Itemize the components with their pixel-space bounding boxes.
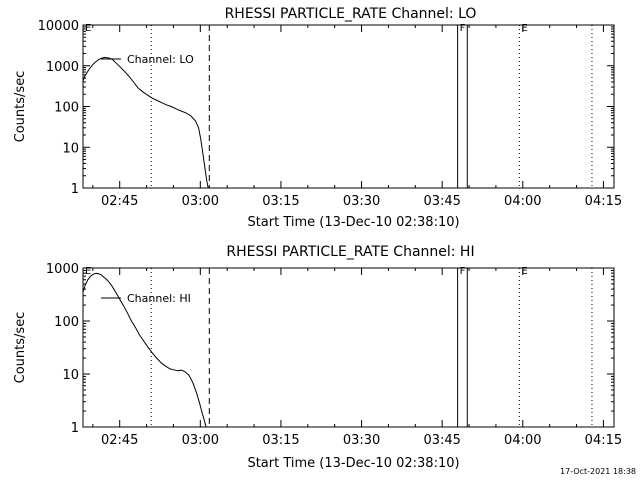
x-axis-label: Start Time (13-Dec-10 02:38:10) bbox=[247, 215, 459, 230]
marker-label: E bbox=[85, 23, 91, 34]
y-tick-label: 100 bbox=[54, 315, 79, 330]
x-tick-label: 03:15 bbox=[262, 194, 299, 209]
y-axis-label: Counts/sec bbox=[13, 312, 28, 384]
x-axis-label: Start Time (13-Dec-10 02:38:10) bbox=[247, 456, 459, 471]
marker-label: E bbox=[521, 23, 527, 34]
marker-label: F bbox=[460, 266, 466, 277]
y-tick-label: 10 bbox=[62, 141, 79, 156]
x-tick-label: 03:45 bbox=[423, 433, 460, 448]
y-tick-label: 10000 bbox=[38, 19, 79, 34]
x-tick-label: 03:00 bbox=[182, 194, 219, 209]
x-tick-label: 04:00 bbox=[504, 194, 541, 209]
chart-title: RHESSI PARTICLE_RATE Channel: HI bbox=[226, 244, 474, 260]
chart-panel-2: RHESSI PARTICLE_RATE Channel: HI 1 10 100 10… bbox=[13, 244, 622, 471]
legend-label: Channel: HI bbox=[127, 292, 191, 305]
flag-interval-box bbox=[457, 267, 468, 428]
x-tick-label: 02:45 bbox=[101, 194, 138, 209]
plot-frame bbox=[82, 267, 615, 428]
y-tick-label: 1 bbox=[71, 182, 79, 197]
flag-interval-box bbox=[457, 24, 468, 189]
legend: Channel: LO bbox=[101, 53, 194, 66]
marker-label: E bbox=[521, 266, 527, 277]
y-tick-label: 1 bbox=[71, 421, 79, 436]
x-tick-label: 04:15 bbox=[585, 194, 622, 209]
x-tick-label: 04:15 bbox=[585, 433, 622, 448]
legend: Channel: HI bbox=[101, 292, 191, 305]
x-tick-label: 03:30 bbox=[343, 433, 380, 448]
chart-title: RHESSI PARTICLE_RATE Channel: LO bbox=[225, 6, 477, 22]
y-tick-label: 100 bbox=[54, 101, 79, 116]
x-tick-label: 03:45 bbox=[423, 194, 460, 209]
chart-panel-1: RHESSI PARTICLE_RATE Channel: LO 1 10 100 10… bbox=[13, 6, 622, 230]
series-line bbox=[82, 272, 207, 428]
legend-label: Channel: LO bbox=[127, 53, 194, 66]
x-tick-label: 03:30 bbox=[343, 194, 380, 209]
marker-label: F bbox=[460, 23, 466, 34]
marker-label: E bbox=[85, 266, 91, 277]
y-tick-label: 1000 bbox=[46, 262, 79, 277]
series-line bbox=[82, 56, 209, 189]
x-tick-label: 03:00 bbox=[182, 433, 219, 448]
plot-frame bbox=[82, 24, 615, 189]
x-tick-label: 03:15 bbox=[262, 433, 299, 448]
x-tick-label: 04:00 bbox=[504, 433, 541, 448]
y-tick-label: 1000 bbox=[46, 60, 79, 75]
y-axis-label: Counts/sec bbox=[13, 71, 28, 143]
footer-timestamp: 17-Oct-2021 18:38 bbox=[560, 467, 636, 476]
x-tick-label: 02:45 bbox=[101, 433, 138, 448]
y-tick-label: 10 bbox=[62, 368, 79, 383]
